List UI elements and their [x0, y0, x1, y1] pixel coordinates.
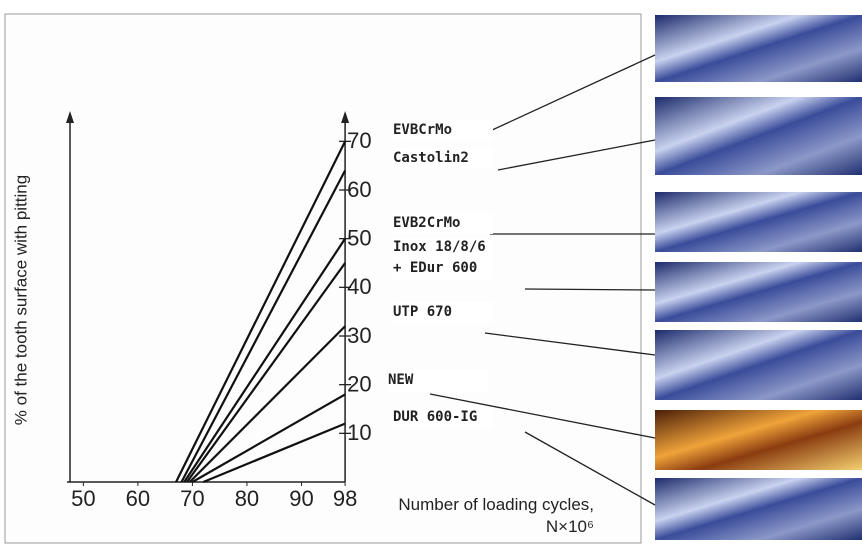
series-label: DUR 600-IG	[393, 407, 493, 428]
y-tick-label: 70	[347, 128, 371, 153]
x-tick-label: 70	[180, 486, 204, 511]
x-tick-label: 98	[333, 486, 357, 511]
series-label: EVBCrMo	[393, 120, 493, 141]
y-tick-label: 30	[347, 323, 371, 348]
series-line	[175, 140, 347, 483]
x-tick-label: 90	[289, 486, 313, 511]
y-tick-label: 60	[347, 177, 371, 202]
series-line	[191, 393, 346, 483]
frame	[4, 13, 642, 544]
x-tick-label: 50	[71, 486, 95, 511]
photos	[655, 15, 862, 540]
x-tick-label: 60	[126, 486, 150, 511]
x-tick-label: 80	[235, 486, 259, 511]
axis-arrow	[66, 111, 74, 123]
series-label: Castolin2	[393, 148, 493, 169]
series-label: EVB2CrMo	[393, 213, 493, 234]
series-label: NEW	[388, 370, 488, 391]
y-tick-label: 10	[347, 420, 371, 445]
x-axis-label: Number of loading cycles, N×10⁶	[398, 495, 594, 536]
y-axis-label: % of the tooth surface with pitting	[11, 175, 30, 425]
series-label: UTP 670	[393, 302, 493, 323]
series-line	[188, 325, 346, 483]
axis-arrow	[341, 111, 350, 123]
y-tick-label: 20	[347, 371, 371, 396]
series-line	[183, 238, 347, 483]
y-tick-label: 50	[347, 225, 371, 250]
series-line	[186, 262, 346, 483]
series-line	[180, 170, 347, 483]
y-tick-label: 40	[347, 274, 371, 299]
series-line	[202, 422, 346, 484]
leader-lines	[429, 54, 656, 506]
series-label: Inox 18/8/6 + EDur 600	[393, 237, 493, 279]
